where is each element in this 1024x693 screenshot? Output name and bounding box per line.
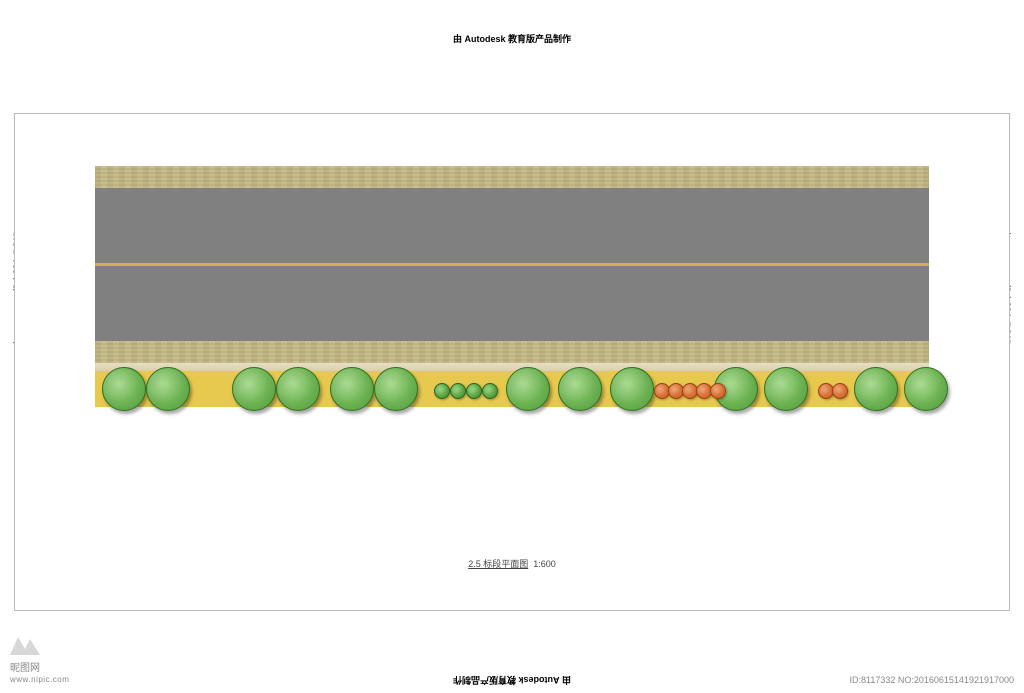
- autodesk-stamp-bottom: 由 Autodesk 教育版产品制作: [453, 674, 571, 687]
- watermark-site: 昵图网 www.nipic.com: [10, 663, 69, 685]
- drawing-caption: 2.5 标段平面图 1:600: [468, 557, 556, 570]
- autodesk-stamp-top: 由 Autodesk 教育版产品制作: [453, 32, 571, 45]
- strip-edge-band: [95, 363, 929, 371]
- page-root: { "canvas": { "width": 1024, "height": 6…: [0, 0, 1024, 693]
- road-plan-drawing: [95, 166, 929, 426]
- watermark-logo-icon: [8, 629, 42, 657]
- strip-road-upper: [95, 188, 929, 263]
- caption-title: 2.5 标段平面图: [468, 559, 528, 569]
- strip-road-lower: [95, 266, 929, 341]
- watermark-site-name: 昵图网: [10, 663, 69, 675]
- caption-scale: 1:600: [533, 559, 556, 569]
- strip-paver-top: [95, 166, 929, 188]
- strip-paver-mid: [95, 341, 929, 363]
- watermark-site-domain: www.nipic.com: [10, 675, 69, 685]
- sheet-border: 2.5 标段平面图 1:600: [14, 113, 1010, 611]
- watermark-id: ID:8117332 NO:20160615141921917000: [850, 675, 1014, 685]
- strip-green-band: [95, 371, 929, 407]
